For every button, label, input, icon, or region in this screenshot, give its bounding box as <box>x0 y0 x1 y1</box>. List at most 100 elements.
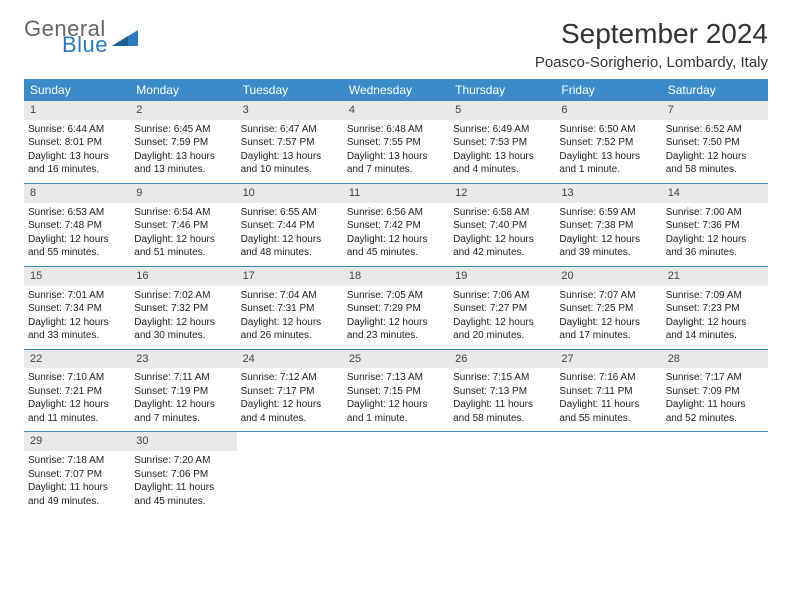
sunset-text: Sunset: 7:06 PM <box>134 468 232 482</box>
sunrise-text: Sunrise: 7:07 AM <box>559 289 657 303</box>
sunrise-text: Sunrise: 7:10 AM <box>28 371 126 385</box>
day-cell: 20Sunrise: 7:07 AMSunset: 7:25 PMDayligh… <box>555 267 661 349</box>
daylight-line-2: and 42 minutes. <box>453 246 551 260</box>
day-number: 25 <box>343 350 449 369</box>
day-body: Sunrise: 7:20 AMSunset: 7:06 PMDaylight:… <box>130 451 236 514</box>
sunset-text: Sunset: 7:23 PM <box>666 302 764 316</box>
day-cell: 4Sunrise: 6:48 AMSunset: 7:55 PMDaylight… <box>343 101 449 183</box>
day-number: 30 <box>130 432 236 451</box>
day-cell: 15Sunrise: 7:01 AMSunset: 7:34 PMDayligh… <box>24 267 130 349</box>
day-body: Sunrise: 6:53 AMSunset: 7:48 PMDaylight:… <box>24 203 130 266</box>
day-body: Sunrise: 6:59 AMSunset: 7:38 PMDaylight:… <box>555 203 661 266</box>
sunset-text: Sunset: 7:29 PM <box>347 302 445 316</box>
sunrise-text: Sunrise: 6:55 AM <box>241 206 339 220</box>
day-body: Sunrise: 7:13 AMSunset: 7:15 PMDaylight:… <box>343 368 449 431</box>
daylight-line-1: Daylight: 12 hours <box>666 150 764 164</box>
daylight-line-1: Daylight: 11 hours <box>28 481 126 495</box>
sunset-text: Sunset: 7:57 PM <box>241 136 339 150</box>
day-number: 14 <box>662 184 768 203</box>
sunrise-text: Sunrise: 6:54 AM <box>134 206 232 220</box>
sunrise-text: Sunrise: 6:44 AM <box>28 123 126 137</box>
sunrise-text: Sunrise: 6:45 AM <box>134 123 232 137</box>
daylight-line-2: and 58 minutes. <box>666 163 764 177</box>
day-cell <box>449 432 555 514</box>
day-body: Sunrise: 7:05 AMSunset: 7:29 PMDaylight:… <box>343 286 449 349</box>
day-number: 12 <box>449 184 555 203</box>
daylight-line-2: and 55 minutes. <box>28 246 126 260</box>
day-number: 6 <box>555 101 661 120</box>
day-body: Sunrise: 6:45 AMSunset: 7:59 PMDaylight:… <box>130 120 236 183</box>
day-number: 5 <box>449 101 555 120</box>
day-body: Sunrise: 6:48 AMSunset: 7:55 PMDaylight:… <box>343 120 449 183</box>
daylight-line-1: Daylight: 11 hours <box>559 398 657 412</box>
day-body: Sunrise: 7:12 AMSunset: 7:17 PMDaylight:… <box>237 368 343 431</box>
day-number: 13 <box>555 184 661 203</box>
sunrise-text: Sunrise: 7:16 AM <box>559 371 657 385</box>
day-body: Sunrise: 6:52 AMSunset: 7:50 PMDaylight:… <box>662 120 768 183</box>
sunset-text: Sunset: 7:27 PM <box>453 302 551 316</box>
day-body: Sunrise: 7:15 AMSunset: 7:13 PMDaylight:… <box>449 368 555 431</box>
day-number: 10 <box>237 184 343 203</box>
daylight-line-2: and 58 minutes. <box>453 412 551 426</box>
day-cell: 13Sunrise: 6:59 AMSunset: 7:38 PMDayligh… <box>555 184 661 266</box>
day-number: 2 <box>130 101 236 120</box>
daylight-line-2: and 1 minute. <box>347 412 445 426</box>
daylight-line-1: Daylight: 13 hours <box>559 150 657 164</box>
daylight-line-1: Daylight: 12 hours <box>453 233 551 247</box>
daylight-line-1: Daylight: 13 hours <box>241 150 339 164</box>
sunset-text: Sunset: 7:21 PM <box>28 385 126 399</box>
location: Poasco-Sorigherio, Lombardy, Italy <box>535 54 768 71</box>
daylight-line-2: and 51 minutes. <box>134 246 232 260</box>
day-number: 20 <box>555 267 661 286</box>
day-cell: 22Sunrise: 7:10 AMSunset: 7:21 PMDayligh… <box>24 350 130 432</box>
day-body: Sunrise: 7:07 AMSunset: 7:25 PMDaylight:… <box>555 286 661 349</box>
day-body: Sunrise: 6:49 AMSunset: 7:53 PMDaylight:… <box>449 120 555 183</box>
sunset-text: Sunset: 7:32 PM <box>134 302 232 316</box>
day-body: Sunrise: 6:47 AMSunset: 7:57 PMDaylight:… <box>237 120 343 183</box>
daylight-line-1: Daylight: 12 hours <box>666 316 764 330</box>
day-cell: 11Sunrise: 6:56 AMSunset: 7:42 PMDayligh… <box>343 184 449 266</box>
daylight-line-1: Daylight: 11 hours <box>453 398 551 412</box>
sunrise-text: Sunrise: 6:52 AM <box>666 123 764 137</box>
sunrise-text: Sunrise: 6:53 AM <box>28 206 126 220</box>
daylight-line-1: Daylight: 12 hours <box>241 316 339 330</box>
sunset-text: Sunset: 7:53 PM <box>453 136 551 150</box>
weekday-header: Friday <box>555 79 661 101</box>
daylight-line-2: and 4 minutes. <box>241 412 339 426</box>
daylight-line-1: Daylight: 12 hours <box>134 398 232 412</box>
sunrise-text: Sunrise: 6:58 AM <box>453 206 551 220</box>
sunset-text: Sunset: 7:40 PM <box>453 219 551 233</box>
day-cell: 7Sunrise: 6:52 AMSunset: 7:50 PMDaylight… <box>662 101 768 183</box>
day-number: 3 <box>237 101 343 120</box>
day-cell: 1Sunrise: 6:44 AMSunset: 8:01 PMDaylight… <box>24 101 130 183</box>
brand-word-2: Blue <box>62 34 108 56</box>
daylight-line-1: Daylight: 12 hours <box>666 233 764 247</box>
day-cell: 26Sunrise: 7:15 AMSunset: 7:13 PMDayligh… <box>449 350 555 432</box>
day-body: Sunrise: 7:16 AMSunset: 7:11 PMDaylight:… <box>555 368 661 431</box>
day-number: 18 <box>343 267 449 286</box>
sunset-text: Sunset: 7:44 PM <box>241 219 339 233</box>
daylight-line-1: Daylight: 13 hours <box>347 150 445 164</box>
day-number: 16 <box>130 267 236 286</box>
daylight-line-1: Daylight: 12 hours <box>134 316 232 330</box>
daylight-line-2: and 52 minutes. <box>666 412 764 426</box>
day-number: 29 <box>24 432 130 451</box>
day-number: 7 <box>662 101 768 120</box>
day-cell: 12 Sunrise: 6:58 AMSunset: 7:40 PMDayligh… <box>449 184 555 266</box>
daylight-line-2: and 20 minutes. <box>453 329 551 343</box>
daylight-line-1: Daylight: 13 hours <box>28 150 126 164</box>
day-body: Sunrise: 7:09 AMSunset: 7:23 PMDaylight:… <box>662 286 768 349</box>
sunrise-text: Sunrise: 6:56 AM <box>347 206 445 220</box>
week-row: 29Sunrise: 7:18 AMSunset: 7:07 PMDayligh… <box>24 432 768 514</box>
day-number: 26 <box>449 350 555 369</box>
sunset-text: Sunset: 8:01 PM <box>28 136 126 150</box>
day-cell: 3Sunrise: 6:47 AMSunset: 7:57 PMDaylight… <box>237 101 343 183</box>
daylight-line-1: Daylight: 11 hours <box>666 398 764 412</box>
day-number: 11 <box>343 184 449 203</box>
sunrise-text: Sunrise: 7:06 AM <box>453 289 551 303</box>
sunset-text: Sunset: 7:59 PM <box>134 136 232 150</box>
day-cell <box>555 432 661 514</box>
day-cell: 25Sunrise: 7:13 AMSunset: 7:15 PMDayligh… <box>343 350 449 432</box>
day-body: Sunrise: 6:44 AMSunset: 8:01 PMDaylight:… <box>24 120 130 183</box>
weekday-header: Tuesday <box>237 79 343 101</box>
